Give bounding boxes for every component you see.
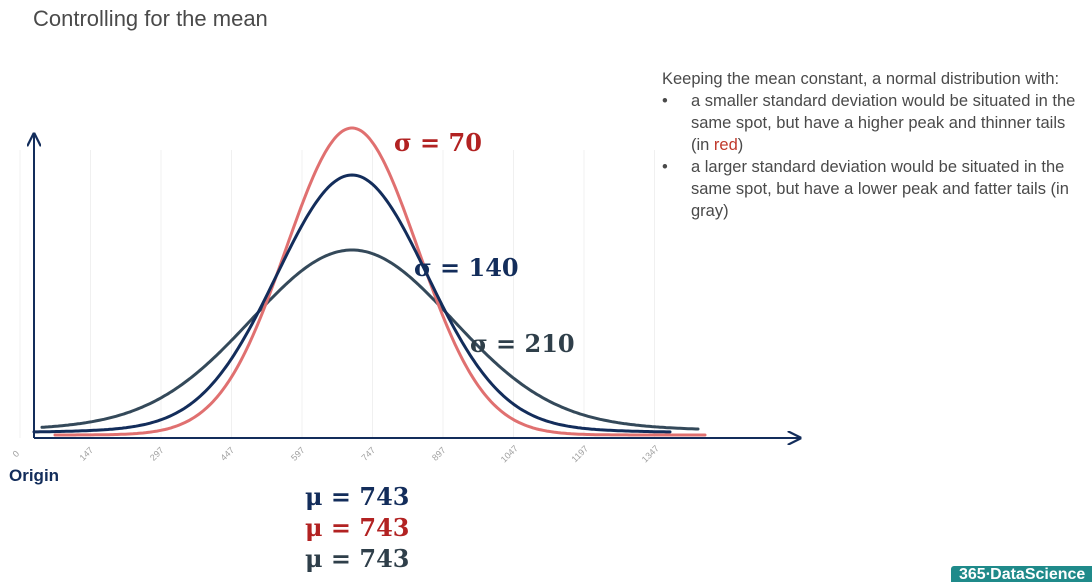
- note-bullet-larger-sd: a larger standard deviation would be sit…: [662, 156, 1087, 222]
- curve-sd-70: [53, 126, 707, 437]
- x-tick-label: 1197: [569, 443, 590, 464]
- notes-panel: Keeping the mean constant, a normal dist…: [662, 68, 1087, 222]
- x-tick-label: 147: [78, 445, 96, 463]
- mean-label-gray: μ = 743: [305, 544, 410, 573]
- notes-intro: Keeping the mean constant, a normal dist…: [662, 70, 1060, 88]
- x-tick-labels: 0 147 297 447 597 747 897 1047 1197 1347: [11, 443, 661, 464]
- series-label-sd-140: σ = 140: [414, 253, 519, 282]
- x-tick-label: 897: [430, 445, 448, 463]
- x-tick-label: 747: [360, 445, 378, 463]
- notes-list: a smaller standard deviation would be si…: [662, 90, 1087, 222]
- curve-sd-140: [32, 173, 672, 434]
- note-bullet-smaller-sd: a smaller standard deviation would be si…: [662, 90, 1087, 156]
- brand-logo-text: 365∙DataScience: [959, 566, 1086, 582]
- x-tick-label: 0: [11, 449, 22, 460]
- curves: [32, 126, 707, 437]
- x-tick-label: 297: [148, 445, 166, 463]
- slide-title: Controlling for the mean: [33, 6, 268, 31]
- origin-label: Origin: [9, 466, 60, 485]
- x-tick-label: 1047: [499, 443, 520, 464]
- brand-logo: 365∙DataScience: [951, 566, 1092, 582]
- note-text-end: ): [737, 136, 744, 154]
- x-tick-label: 597: [289, 445, 307, 463]
- series-labels: σ = 70 σ = 140 σ = 210: [394, 128, 575, 358]
- grid-lines: [19, 150, 655, 438]
- note-text: a smaller standard deviation would be si…: [691, 92, 1076, 154]
- x-tick-label: 447: [219, 445, 237, 463]
- series-label-sd-70: σ = 70: [394, 128, 482, 157]
- mean-label-red: μ = 743: [305, 513, 410, 542]
- x-tick-label: 1347: [640, 443, 661, 464]
- series-label-sd-210: σ = 210: [470, 329, 575, 358]
- curve-sd-210: [40, 248, 700, 431]
- mean-label-navy: μ = 743: [305, 482, 410, 511]
- note-highlight-red: red: [713, 136, 738, 154]
